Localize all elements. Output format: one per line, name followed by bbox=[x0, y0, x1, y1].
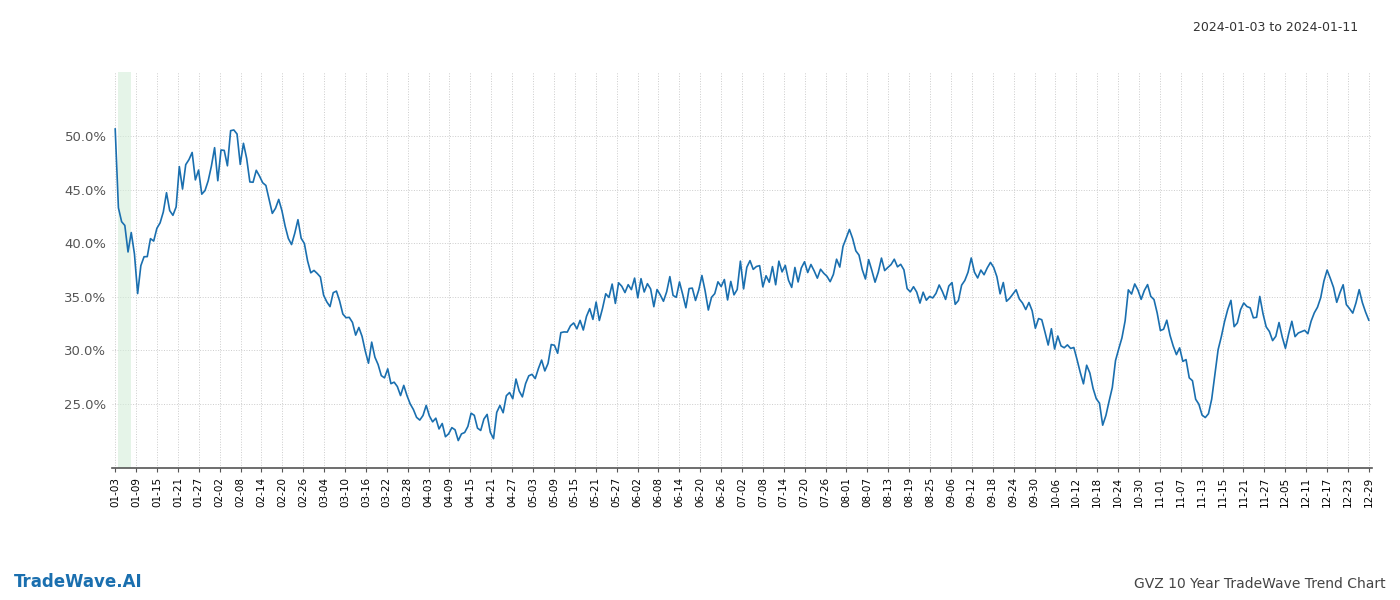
Bar bbox=[119, 72, 132, 468]
Text: 2024-01-03 to 2024-01-11: 2024-01-03 to 2024-01-11 bbox=[1193, 21, 1358, 34]
Text: TradeWave.AI: TradeWave.AI bbox=[14, 573, 143, 591]
Text: GVZ 10 Year TradeWave Trend Chart: GVZ 10 Year TradeWave Trend Chart bbox=[1134, 577, 1386, 591]
